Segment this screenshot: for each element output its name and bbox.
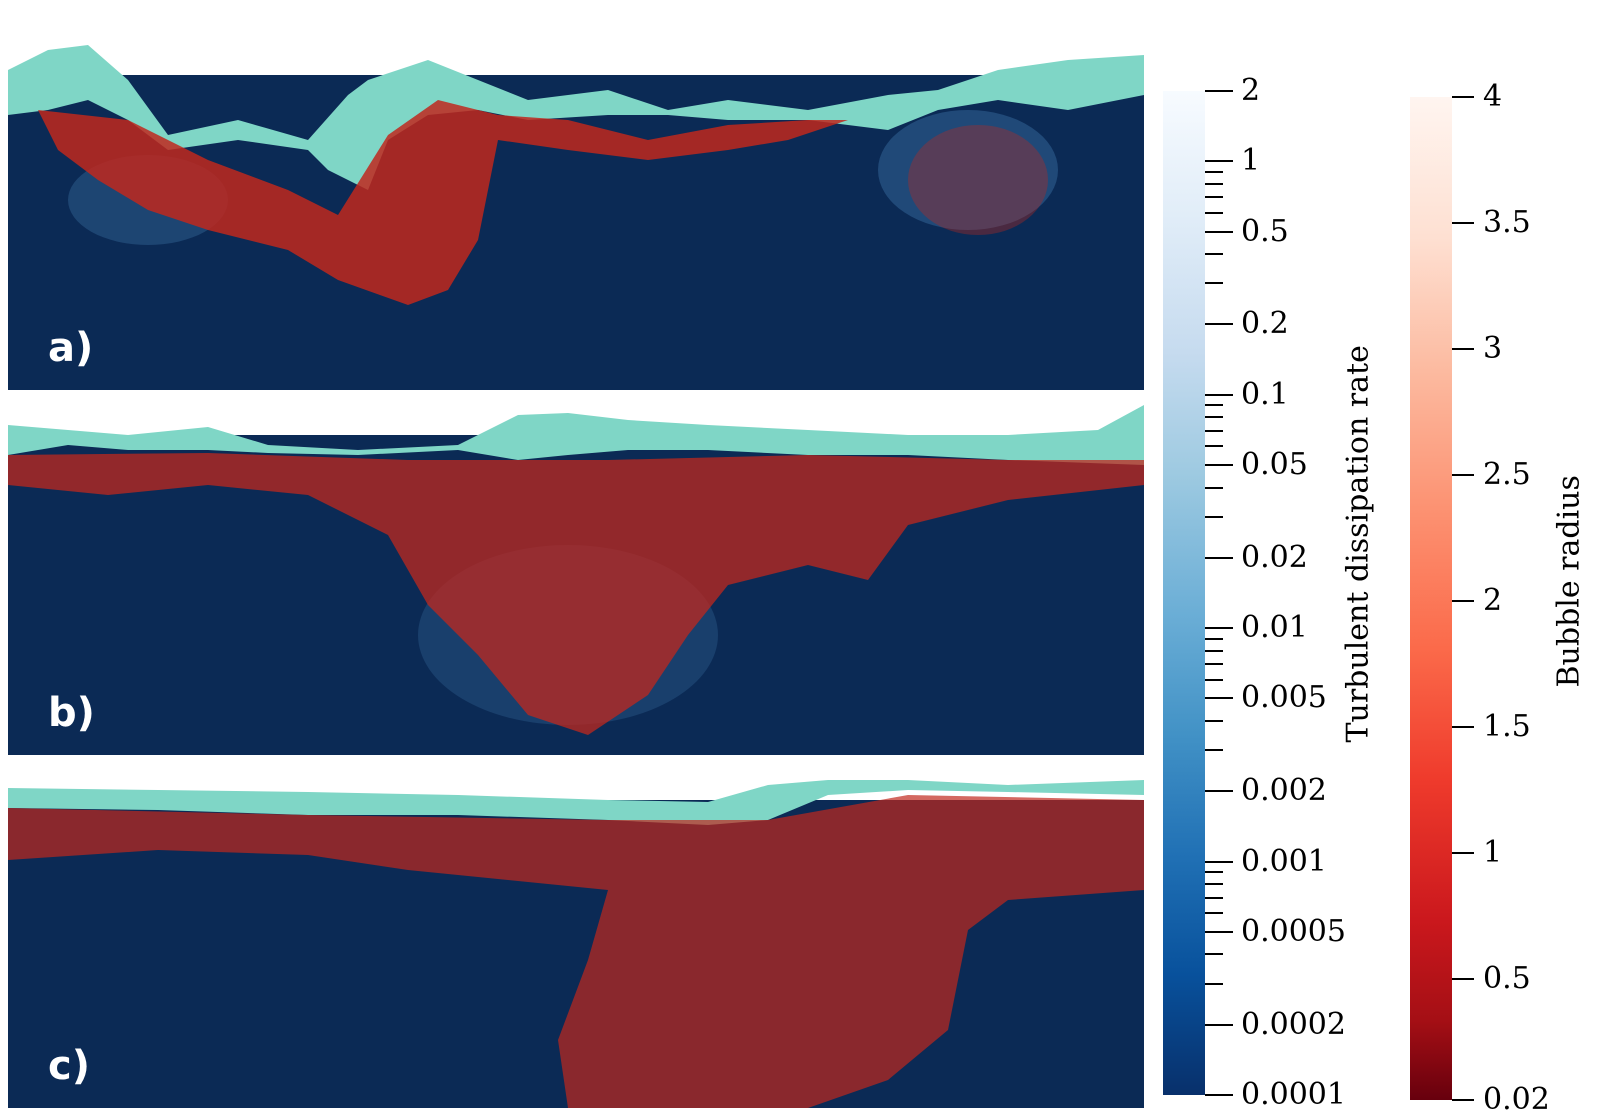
- dissipation-major-tick: [1205, 627, 1233, 630]
- dissipation-minor-tick: [1205, 953, 1223, 956]
- panel-c-image: [8, 780, 1144, 1108]
- dissipation-major-tick: [1205, 697, 1233, 700]
- dissipation-minor-tick: [1205, 678, 1223, 681]
- dissipation-tick-label: 0.002: [1241, 773, 1327, 809]
- panel-b: b): [8, 405, 1144, 755]
- radius-major-tick: [1452, 474, 1474, 476]
- dissipation-major-tick: [1205, 463, 1233, 466]
- dissipation-tick-label: 0.001: [1241, 843, 1327, 879]
- dissipation-minor-tick: [1205, 649, 1223, 652]
- dissipation-major-tick: [1205, 160, 1233, 163]
- radius-colorbar-title: Bubble radius: [1551, 475, 1587, 688]
- dissipation-tick-label: 0.01: [1241, 610, 1308, 646]
- dissipation-minor-tick: [1205, 749, 1223, 752]
- dissipation-minor-tick: [1205, 253, 1223, 256]
- dissipation-tick-label: 0.1: [1241, 376, 1289, 412]
- dissipation-tick-label: 0.0005: [1241, 913, 1346, 949]
- radius-tick-label: 3.5: [1483, 205, 1531, 240]
- dissipation-minor-tick: [1205, 896, 1223, 899]
- dissipation-major-tick: [1205, 230, 1233, 233]
- radius-tick-label: 0.5: [1483, 961, 1531, 997]
- radius-major-tick: [1452, 1099, 1474, 1101]
- radius-major-tick: [1452, 222, 1474, 224]
- radius-major-tick: [1452, 726, 1474, 729]
- dissipation-minor-tick: [1205, 663, 1223, 666]
- radius-major-tick: [1452, 852, 1474, 855]
- radius-tick-label: 1: [1483, 835, 1503, 871]
- radius-tick-label: 2: [1483, 583, 1503, 619]
- dissipation-tick-label: 2: [1241, 73, 1261, 108]
- dissipation-minor-tick: [1205, 912, 1223, 915]
- dissipation-minor-tick: [1205, 720, 1223, 723]
- panel-label-b: b): [48, 690, 95, 736]
- radius-tick-label: 3: [1483, 331, 1503, 366]
- dissipation-tick-label: 0.05: [1241, 446, 1308, 482]
- dissipation-major-tick: [1205, 1094, 1233, 1096]
- dissipation-tick-label: 0.005: [1241, 680, 1327, 716]
- dissipation-minor-tick: [1205, 212, 1223, 215]
- dissipation-tick-label: 1: [1241, 143, 1261, 179]
- dissipation-major-tick: [1205, 323, 1233, 326]
- dissipation-major-tick: [1205, 790, 1233, 793]
- radius-tick-label: 0.02: [1483, 1082, 1550, 1117]
- dissipation-minor-tick: [1205, 515, 1223, 518]
- radius-tick-label: 1.5: [1483, 709, 1531, 745]
- radius-tick-label: 4: [1483, 79, 1503, 114]
- dissipation-major-tick: [1205, 1023, 1233, 1026]
- panel-label-a: a): [48, 325, 94, 371]
- dissipation-minor-tick: [1205, 982, 1223, 985]
- dissipation-minor-tick: [1205, 871, 1223, 874]
- dissipation-major-tick: [1205, 930, 1233, 933]
- dissipation-minor-tick: [1205, 282, 1223, 285]
- dissipation-colorbar: [1163, 91, 1205, 1095]
- radius-major-tick: [1452, 600, 1474, 603]
- dissipation-minor-tick: [1205, 416, 1223, 419]
- dissipation-colorbar-title: Turbulent dissipation rate: [1340, 345, 1376, 743]
- dissipation-minor-tick: [1205, 883, 1223, 886]
- dissipation-minor-tick: [1205, 486, 1223, 489]
- dissipation-minor-tick: [1205, 170, 1223, 173]
- radius-tick-label: 2.5: [1483, 457, 1531, 492]
- panel-a: a): [8, 40, 1144, 390]
- radius-major-tick: [1452, 978, 1474, 981]
- radius-colorbar: [1410, 97, 1452, 1100]
- radius-major-tick: [1452, 348, 1474, 350]
- dissipation-tick-label: 0.02: [1241, 539, 1308, 575]
- dissipation-major-tick: [1205, 556, 1233, 559]
- dissipation-minor-tick: [1205, 445, 1223, 448]
- panel-a-image: [8, 45, 1144, 390]
- panel-label-c: c): [48, 1043, 90, 1089]
- dissipation-tick-label: 0.5: [1241, 213, 1289, 249]
- dissipation-major-tick: [1205, 860, 1233, 863]
- dissipation-minor-tick: [1205, 196, 1223, 199]
- radius-major-tick: [1452, 96, 1474, 98]
- dissipation-minor-tick: [1205, 637, 1223, 640]
- dissipation-minor-tick: [1205, 182, 1223, 185]
- dissipation-minor-tick: [1205, 404, 1223, 407]
- dissipation-major-tick: [1205, 393, 1233, 396]
- panel-c: c): [8, 780, 1144, 1108]
- dissipation-major-tick: [1205, 90, 1233, 92]
- dissipation-tick-label: 0.0002: [1241, 1006, 1346, 1042]
- dissipation-minor-tick: [1205, 429, 1223, 432]
- dissipation-tick-label: 0.2: [1241, 306, 1289, 342]
- dissipation-tick-label: 0.0001: [1241, 1077, 1346, 1112]
- panel-b-image: [8, 405, 1144, 755]
